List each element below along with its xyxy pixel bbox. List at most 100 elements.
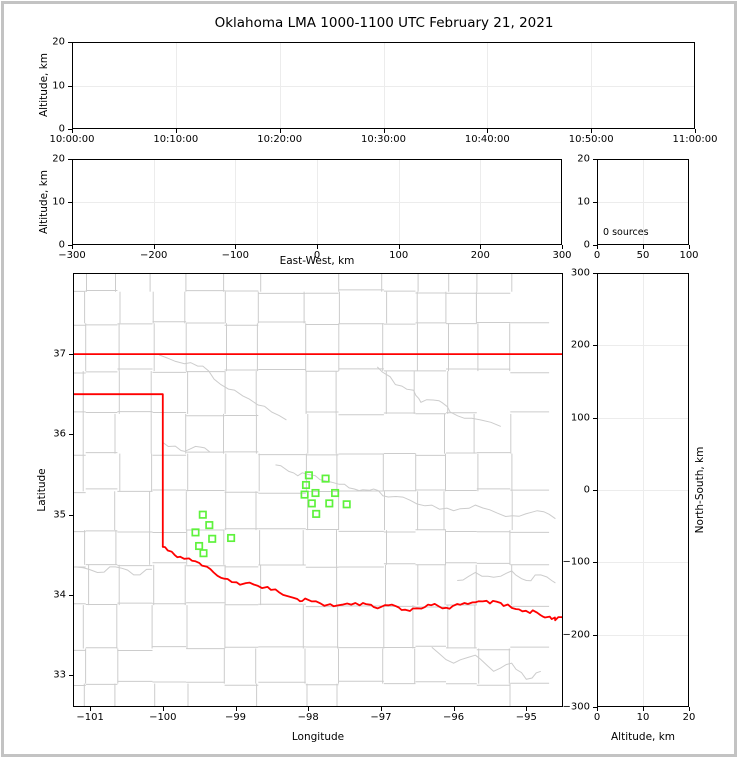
x-tick: [383, 129, 385, 133]
gridline: [597, 417, 689, 419]
map-canvas: [73, 273, 563, 707]
lma-source-marker: [227, 533, 236, 543]
x-tick: [695, 129, 696, 133]
lma-source-marker: [191, 528, 200, 537]
y-tick-label: 20: [52, 153, 65, 165]
state-border-line: [161, 545, 563, 622]
x-tick: [689, 245, 690, 249]
x-tick-label: 0: [593, 712, 601, 723]
x-tick-label: 10:40:00: [464, 134, 510, 145]
x-tick-label: 10: [636, 712, 650, 723]
county-line: [431, 646, 541, 680]
y-tick-label: 35: [53, 509, 66, 521]
x-tick-label: −98: [297, 712, 319, 723]
x-tick: [317, 245, 318, 249]
y-tick: [69, 514, 73, 516]
map-ylabel: Latitude: [36, 468, 48, 512]
page-title: Oklahoma LMA 1000-1100 UTC February 21, …: [214, 15, 554, 31]
alt-histogram-panel: [597, 159, 689, 245]
x-tick-label: −100: [149, 712, 177, 723]
lma-source-marker: [199, 549, 208, 558]
lma-source-marker: [342, 500, 351, 509]
gridline: [597, 562, 689, 564]
y-tick-label: 34: [53, 589, 66, 601]
x-tick-label: −101: [76, 712, 104, 723]
x-tick: [597, 707, 598, 711]
map-xlabel: Longitude: [291, 731, 345, 743]
x-tick-label: 300: [552, 250, 572, 261]
y-tick-label: 0: [583, 239, 590, 251]
y-tick: [593, 707, 597, 708]
x-tick: [597, 245, 598, 249]
lma-sources-layer: [191, 471, 351, 558]
county-line: [75, 566, 152, 576]
y-tick: [593, 159, 597, 160]
gridline: [597, 634, 689, 636]
gridline: [72, 85, 695, 87]
x-tick: [591, 129, 593, 133]
lma-source-marker: [300, 490, 309, 499]
x-tick-label: −95: [515, 712, 537, 723]
x-tick: [72, 129, 73, 133]
y-tick: [593, 417, 597, 419]
x-tick-label: 10:20:00: [257, 134, 303, 145]
plan-view-map-panel: [73, 273, 563, 707]
gridline: [72, 202, 562, 203]
ns-height-panel: [597, 273, 689, 707]
x-tick: [72, 245, 73, 249]
x-tick-label: −300: [58, 250, 86, 261]
county-line: [457, 570, 556, 584]
x-tick: [380, 707, 382, 711]
y-tick-label: 0: [58, 239, 65, 251]
x-tick: [235, 245, 237, 249]
ns-height-ylabel: North-South, km: [694, 446, 706, 534]
state-border-line: [73, 393, 164, 548]
x-tick: [526, 707, 528, 711]
x-tick-label: 0: [593, 250, 601, 261]
lma-source-marker: [208, 534, 217, 543]
lma-source-marker: [205, 521, 214, 530]
x-tick: [175, 129, 177, 133]
y-tick: [593, 202, 597, 203]
x-tick-label: 50: [636, 250, 650, 261]
x-tick-label: 10:50:00: [568, 134, 614, 145]
x-tick-label: −100: [221, 250, 250, 261]
gridline: [597, 202, 689, 203]
x-tick-label: −99: [224, 712, 247, 723]
lma-source-marker: [331, 488, 340, 498]
y-tick-label: 0: [583, 484, 590, 496]
x-tick: [90, 707, 92, 711]
ew-height-panel: [72, 159, 562, 245]
ns-height-xlabel: Altitude, km: [610, 731, 676, 743]
y-tick-label: 0: [58, 123, 65, 135]
x-tick-label: 20: [682, 712, 696, 723]
x-tick: [162, 707, 164, 711]
x-tick-label: 10:30:00: [361, 134, 406, 145]
x-tick: [480, 245, 482, 249]
x-tick-label: 200: [470, 250, 490, 261]
x-tick-label: 10:10:00: [153, 134, 199, 145]
x-tick: [643, 245, 644, 249]
gridline: [597, 345, 689, 347]
y-tick: [68, 202, 72, 203]
lma-source-marker: [307, 499, 316, 508]
lma-source-marker: [325, 499, 334, 508]
lma-source-marker: [198, 510, 207, 519]
gridline: [597, 490, 689, 491]
x-tick: [643, 707, 644, 711]
y-tick: [68, 42, 72, 43]
y-tick-label: 10: [52, 80, 65, 91]
x-tick: [235, 707, 237, 711]
x-tick-label: 11:00:00: [672, 134, 718, 145]
x-tick-label: −97: [370, 712, 392, 723]
x-tick: [153, 245, 155, 249]
lma-source-marker: [321, 474, 330, 483]
state-border-layer: [73, 353, 563, 622]
y-tick: [68, 85, 72, 87]
y-tick-label: 36: [53, 428, 66, 440]
x-tick: [453, 707, 455, 711]
x-tick-label: 100: [679, 250, 699, 261]
x-tick-label: 100: [389, 250, 409, 261]
y-tick: [69, 675, 73, 677]
y-tick-label: 200: [570, 339, 590, 351]
